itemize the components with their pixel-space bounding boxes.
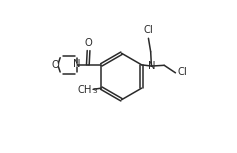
Text: Cl: Cl (144, 25, 153, 35)
Text: Cl: Cl (178, 67, 187, 77)
Text: O: O (51, 60, 59, 70)
Text: N: N (148, 61, 155, 71)
Text: CH: CH (78, 85, 92, 95)
Text: N: N (73, 59, 80, 69)
Text: O: O (85, 38, 92, 48)
Text: 3: 3 (92, 88, 97, 94)
